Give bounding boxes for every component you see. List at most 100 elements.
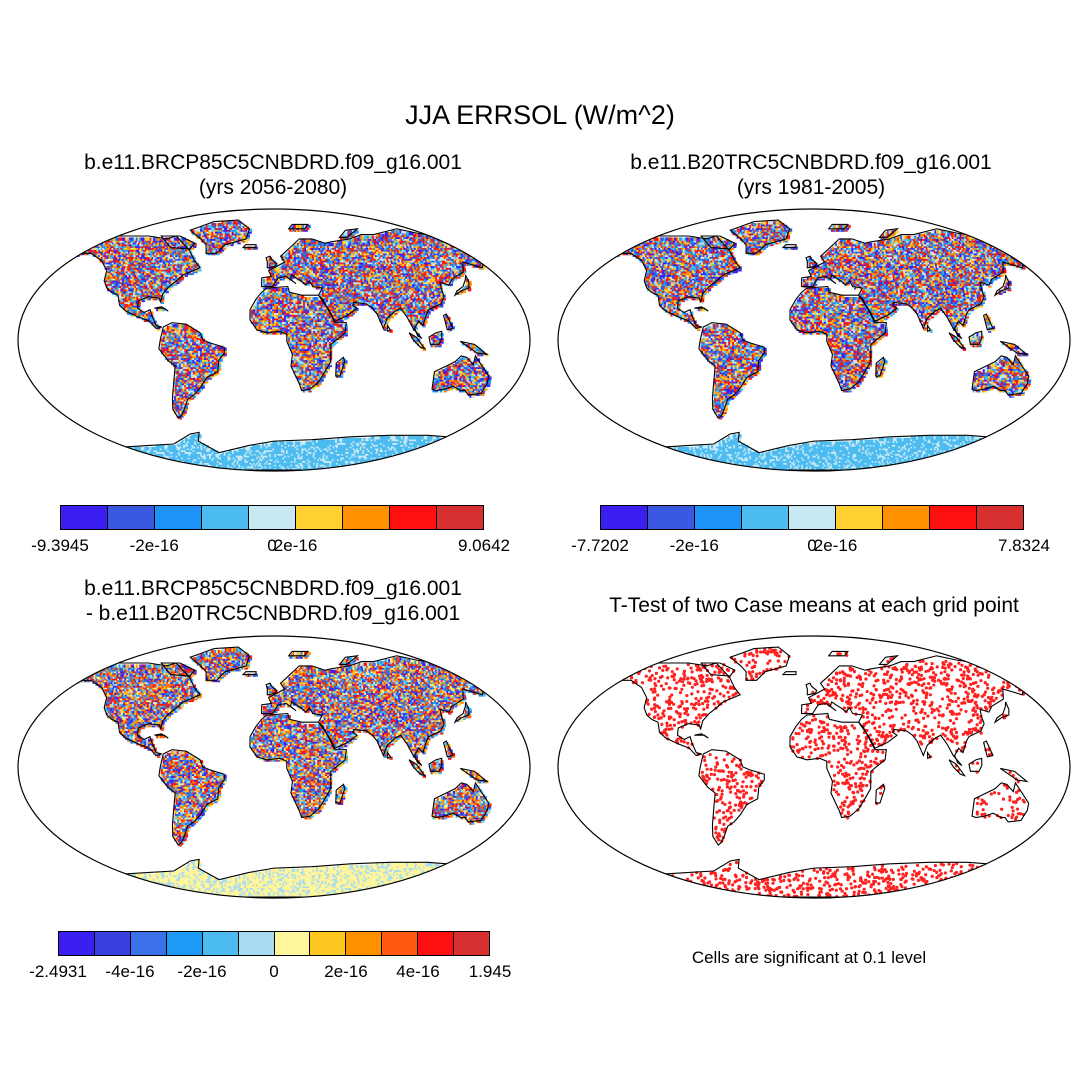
coastline-northAmerica: [57, 662, 202, 757]
panel3-colorbar: [58, 931, 490, 956]
colorbar-label: -2e-16: [177, 962, 226, 982]
coastline-sumatra: [948, 332, 967, 350]
figure-title: JJA ERRSOL (W/m^2): [0, 100, 1080, 131]
coastline-sumatra: [948, 759, 967, 777]
colorbar-label: 2e-16: [814, 536, 857, 556]
colorbar-swatch: [789, 506, 836, 529]
coastline-svalbard: [827, 223, 849, 230]
map-field: [588, 219, 1061, 471]
colorbar-swatch: [382, 932, 419, 955]
panel2-title-line2: (yrs 1981-2005): [566, 175, 1056, 200]
map-field: [588, 646, 1061, 898]
colorbar-swatch: [249, 506, 296, 529]
coastline-borneo: [968, 330, 983, 345]
colorbar-label: -4e-16: [105, 962, 154, 982]
coastline-sriLanka: [386, 323, 392, 333]
coastline-eurasia: [801, 228, 1045, 340]
coastline-africa: [249, 712, 347, 819]
coastline-japan: [993, 274, 1010, 297]
panel2-title-line1: b.e11.B20TRC5CNBDRD.f09_g16.001: [566, 150, 1056, 175]
colorbar-swatch: [346, 932, 383, 955]
coastline-australia: [431, 781, 490, 823]
coastline-greenland: [729, 219, 791, 254]
coastline-novaya: [878, 655, 900, 665]
coastline-southAmerica: [158, 322, 225, 419]
significance-note: Cells are significant at 0.1 level: [549, 948, 1069, 968]
map-field: [48, 219, 521, 471]
coastline-northAmerica: [597, 235, 742, 330]
colorbar-swatch: [742, 506, 789, 529]
colorbar-label: 0: [269, 962, 278, 982]
colorbar-swatch: [296, 506, 343, 529]
coastline-southAmerica: [698, 749, 765, 846]
colorbar-label: 7.8324: [998, 536, 1050, 556]
colorbar-swatch: [59, 932, 95, 955]
panel3-title: b.e11.BRCP85C5CNBDRD.f09_g16.001 - b.e11…: [28, 576, 518, 626]
panel1-map: [17, 208, 531, 472]
colorbar-label: 0: [267, 536, 276, 556]
coastline-africa: [249, 285, 347, 392]
colorbar-label: -2.4931: [29, 962, 87, 982]
panel4-title: T-Test of two Case means at each grid po…: [549, 593, 1079, 618]
coastline-sriLanka: [926, 323, 932, 333]
coastline-greenland: [189, 646, 251, 681]
coastline-madagascar: [335, 783, 346, 804]
colorbar-swatch: [454, 932, 490, 955]
colorbar-swatch: [648, 506, 695, 529]
coastline-sriLanka: [386, 750, 392, 760]
coastline-philippines: [442, 740, 454, 758]
colorbar-swatch: [418, 932, 455, 955]
colorbar-label: 0: [807, 536, 816, 556]
coastline-philippines: [982, 740, 994, 758]
coastline-philippines: [982, 313, 994, 331]
coastline-britain: [805, 682, 818, 696]
colorbar-swatch: [390, 506, 437, 529]
panel2-title: b.e11.B20TRC5CNBDRD.f09_g16.001 (yrs 198…: [566, 150, 1056, 200]
colorbar-swatch: [130, 932, 167, 955]
coastline-greenland: [729, 646, 791, 681]
colorbar-swatch: [930, 506, 977, 529]
panel3-title-line2: - b.e11.B20TRC5CNBDRD.f09_g16.001: [28, 601, 518, 626]
colorbar-label: 9.0642: [458, 536, 510, 556]
panel1-title-line2: (yrs 2056-2080): [28, 175, 518, 200]
colorbar-swatch: [202, 932, 239, 955]
coastline-sumatra: [408, 332, 427, 350]
panel4-map: [557, 635, 1071, 899]
coastline-japan: [453, 701, 470, 724]
panel1-colorbar: [60, 505, 484, 530]
colorbar-swatch: [437, 506, 483, 529]
coastline-southAmerica: [698, 322, 765, 419]
colorbar-label: -7.7202: [571, 536, 629, 556]
map-border: [557, 635, 1071, 899]
map-border: [557, 208, 1071, 472]
coastline-newGuinea: [459, 340, 489, 356]
coastline-baffin: [160, 662, 196, 677]
coastline-novaya: [878, 228, 900, 238]
coastline-baffin: [700, 235, 736, 250]
map-border: [17, 635, 531, 899]
colorbar-swatch: [94, 932, 131, 955]
coastline-iceland: [781, 671, 797, 676]
coastline-antarctica: [588, 858, 1036, 898]
map-field: [48, 646, 521, 898]
coastline-northAmerica: [597, 662, 742, 757]
colorbar-label: 2e-16: [274, 536, 317, 556]
map-border: [17, 208, 531, 472]
colorbar-label: -9.3945: [31, 536, 89, 556]
colorbar-label: 2e-16: [324, 962, 367, 982]
colorbar-label: 1.945: [469, 962, 512, 982]
colorbar-swatch: [883, 506, 930, 529]
coastline-japan: [453, 274, 470, 297]
coastline-novaya: [338, 655, 360, 665]
coastline-baffin: [160, 235, 196, 250]
coastline-cuba: [694, 733, 709, 739]
coastline-borneo: [428, 330, 443, 345]
panel1-title-line1: b.e11.BRCP85C5CNBDRD.f09_g16.001: [28, 150, 518, 175]
coastline-madagascar: [335, 356, 346, 377]
coastline-cuba: [154, 306, 169, 312]
coastline-newGuinea: [459, 767, 489, 783]
coastline-baffin: [700, 662, 736, 677]
coastline-svalbard: [827, 650, 849, 657]
panel3-title-line1: b.e11.BRCP85C5CNBDRD.f09_g16.001: [28, 576, 518, 601]
coastline-australia: [971, 781, 1030, 823]
